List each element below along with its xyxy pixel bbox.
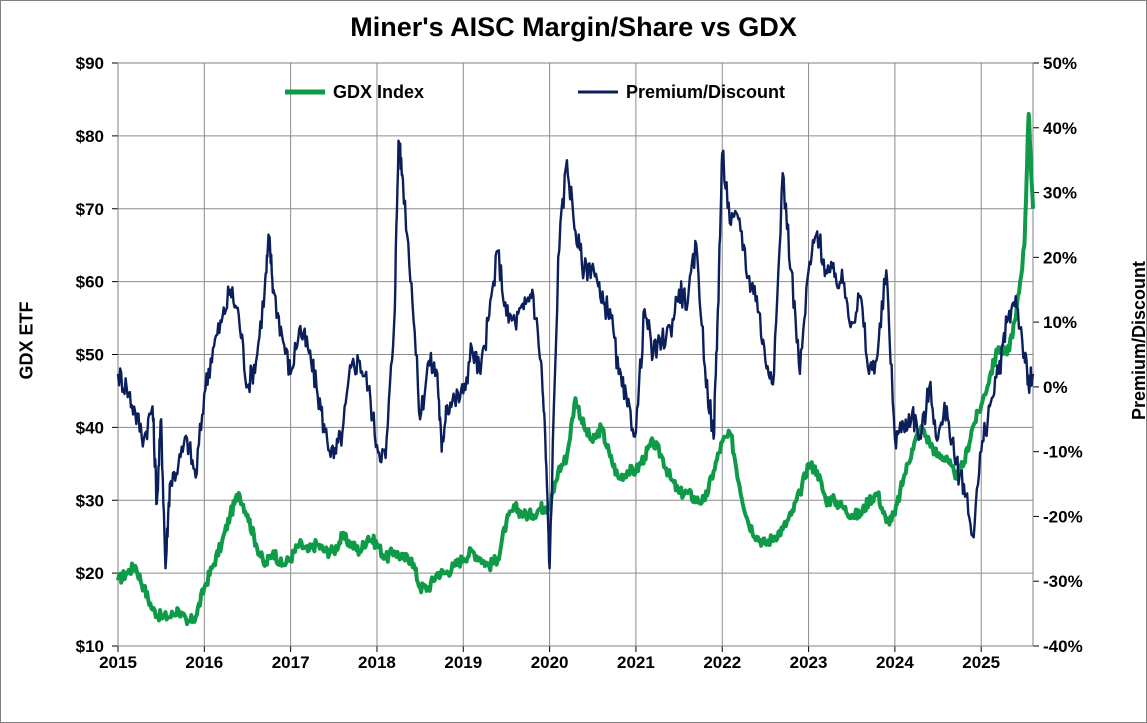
x-tick-label: 2018: [358, 653, 396, 672]
y-left-tick-label: $70: [76, 200, 104, 219]
y-left-tick-label: $40: [76, 418, 104, 437]
y-right-tick-label: 10%: [1043, 313, 1077, 332]
x-tick-label: 2021: [617, 653, 655, 672]
y-left-tick-label: $60: [76, 273, 104, 292]
x-tick-label: 2020: [531, 653, 569, 672]
x-tick-label: 2017: [272, 653, 310, 672]
x-tick-label: 2019: [444, 653, 482, 672]
y-left-tick-label: $20: [76, 564, 104, 583]
legend-premium-discount-label: Premium/Discount: [626, 82, 785, 102]
y-right-tick-label: -20%: [1043, 507, 1083, 526]
y-right-tick-label: 0%: [1043, 378, 1068, 397]
x-tick-label: 2016: [185, 653, 223, 672]
x-tick-label: 2015: [99, 653, 137, 672]
legend-gdx-index-label: GDX Index: [333, 82, 424, 102]
premium-discount-line: [116, 139, 1035, 570]
x-tick-label: 2025: [962, 653, 1000, 672]
y-right-tick-label: 20%: [1043, 248, 1077, 267]
x-tick-label: 2023: [790, 653, 828, 672]
y-right-tick-label: -10%: [1043, 443, 1083, 462]
y-left-tick-label: $30: [76, 491, 104, 510]
x-tick-label: 2024: [876, 653, 914, 672]
y-left-tick-label: $10: [76, 637, 104, 656]
y-right-tick-label: -30%: [1043, 572, 1083, 591]
y-right-tick-label: 30%: [1043, 184, 1077, 203]
y-right-tick-label: 50%: [1043, 54, 1077, 73]
y-right-tick-label: 40%: [1043, 119, 1077, 138]
y-left-tick-label: $90: [76, 54, 104, 73]
y-left-tick-label: $50: [76, 346, 104, 365]
gdx-index-line: [116, 112, 1035, 627]
y-right-tick-label: -40%: [1043, 637, 1083, 656]
plot-area: [117, 62, 1034, 647]
chart-title: Miner's AISC Margin/Share vs GDX: [350, 12, 797, 42]
x-tick-label: 2022: [703, 653, 741, 672]
y-left-tick-label: $80: [76, 127, 104, 146]
